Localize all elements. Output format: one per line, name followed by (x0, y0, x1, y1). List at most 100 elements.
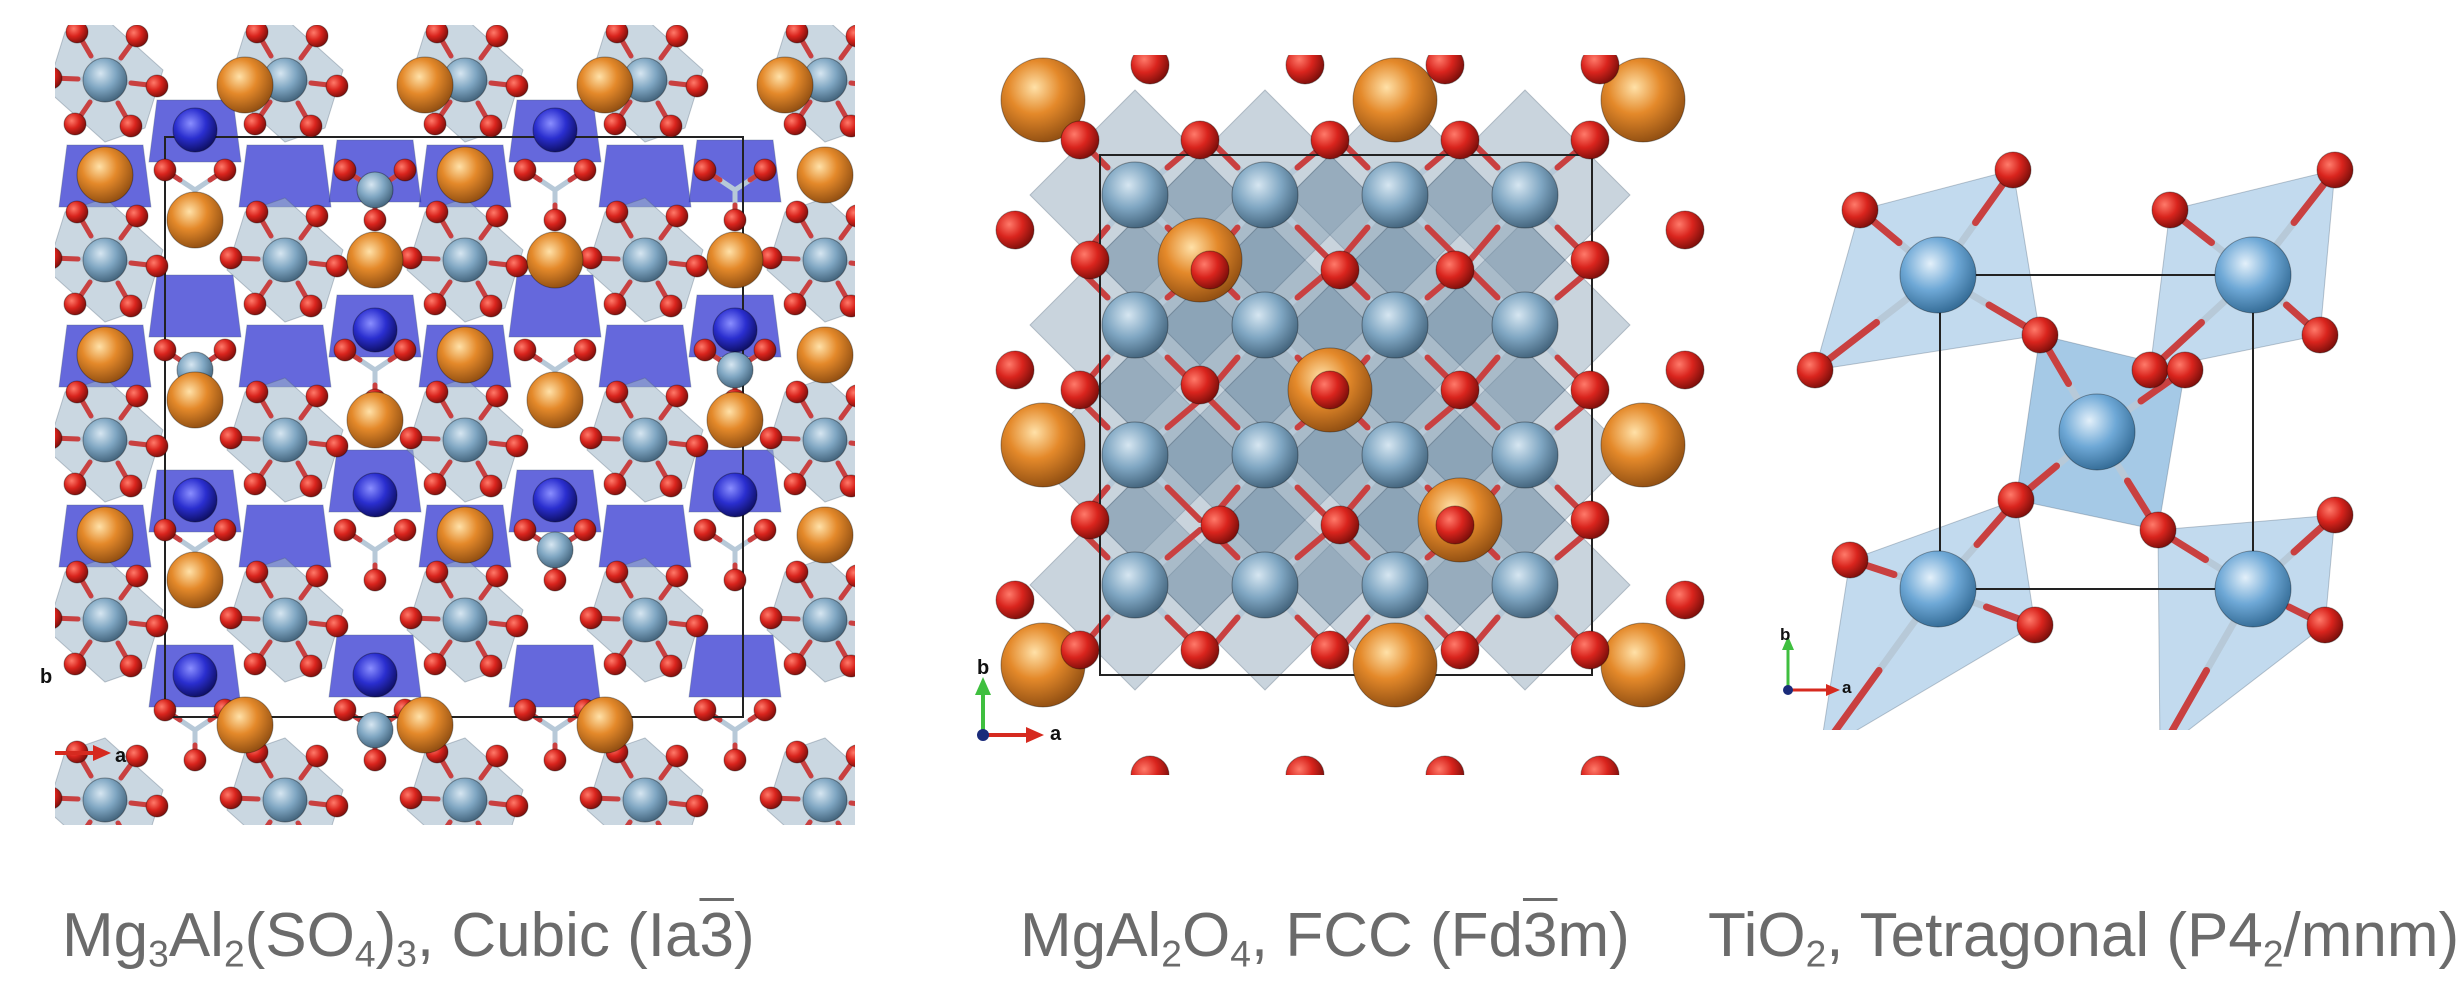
oxygen-atom (299, 474, 323, 498)
oxygen-atom (693, 338, 717, 362)
al-o-bond (1164, 527, 1203, 561)
oxygen-atom (1665, 210, 1705, 250)
oxygen-atom (1665, 580, 1705, 620)
oxygen-atom (485, 25, 509, 48)
oxygen-atom (1130, 55, 1170, 85)
oxygen-atom (723, 568, 747, 592)
oxygen-atom (1310, 370, 1350, 410)
sulfur-atom (352, 472, 398, 518)
al-o-bond (848, 620, 855, 626)
oxygen-atom (145, 614, 169, 638)
magnesium-atom (436, 506, 494, 564)
oxygen-atom (243, 652, 267, 676)
oxygen-atom (485, 204, 509, 228)
magnesium-atom (346, 231, 404, 289)
oxygen-atom (603, 652, 627, 676)
oxygen-atom (145, 254, 169, 278)
oxygen-atom (333, 698, 357, 722)
sulfur-atom (352, 307, 398, 353)
al-o-bond (1467, 224, 1501, 263)
aluminum-atom (1101, 161, 1169, 229)
al-o-bond (1294, 224, 1333, 263)
oxygen-atom (485, 384, 509, 408)
oxygen-atom (693, 518, 717, 542)
oxygen-atom (65, 380, 89, 404)
magnesium-atom (576, 56, 634, 114)
oxygen-atom (685, 74, 709, 98)
magnesium-atom (436, 326, 494, 384)
oxygen-atom (119, 114, 143, 138)
oxygen-atom (753, 338, 777, 362)
magnesium-atom (706, 231, 764, 289)
oxygen-atom (659, 114, 683, 138)
magnesium-atom (706, 391, 764, 449)
oxygen-atom (543, 748, 567, 772)
oxygen-atom (1570, 500, 1610, 540)
oxygen-atom (2131, 351, 2169, 389)
oxygen-atom (183, 748, 207, 772)
oxygen-atom (1310, 120, 1350, 160)
oxygen-atom (55, 787, 63, 809)
oxygen-atom (513, 518, 537, 542)
oxygen-atom (425, 25, 449, 44)
oxygen-atom (243, 292, 267, 316)
oxygen-atom (659, 294, 683, 318)
oxygen-atom (305, 744, 329, 768)
oxygen-atom (243, 472, 267, 496)
oxygen-atom (573, 338, 597, 362)
oxygen-atom (325, 614, 349, 638)
al-o-bond (1467, 397, 1501, 431)
oxygen-atom (783, 112, 807, 136)
aluminum-atom (622, 417, 668, 463)
magnesium-atom (166, 551, 224, 609)
sulfate-tetrahedron (688, 139, 782, 203)
oxygen-atom (423, 472, 447, 496)
oxygen-atom (513, 338, 537, 362)
oxygen-atom (759, 426, 783, 450)
oxygen-atom (723, 208, 747, 232)
oxygen-atom (1831, 541, 1869, 579)
oxygen-atom (605, 560, 629, 584)
unit-cell-outline (1939, 274, 2254, 590)
oxygen-atom (785, 560, 809, 584)
axis-label-a: a (115, 745, 127, 767)
oxygen-atom (1320, 250, 1360, 290)
oxygen-atom (363, 568, 387, 592)
aluminum-atom (356, 711, 394, 749)
oxygen-atom (393, 518, 417, 542)
oxygen-atom (55, 67, 63, 89)
oxygen-atom (1440, 630, 1480, 670)
oxygen-atom (1285, 755, 1325, 775)
oxygen-atom (305, 25, 329, 48)
oxygen-atom (333, 518, 357, 542)
oxygen-atom (1425, 755, 1465, 775)
oxygen-atom (1570, 630, 1610, 670)
aluminum-atom (1361, 291, 1429, 359)
oxygen-atom (399, 786, 423, 810)
oxygen-atom (55, 247, 63, 269)
oxygen-atom (1570, 370, 1610, 410)
magnesium-atom (526, 371, 584, 429)
magnesium-atom (796, 506, 854, 564)
oxygen-atom (245, 25, 269, 44)
oxygen-atom (1070, 500, 1110, 540)
oxygen-atom (63, 292, 87, 316)
oxygen-atom (665, 564, 689, 588)
oxygen-atom (723, 748, 747, 772)
oxygen-atom (145, 794, 169, 818)
oxygen-atom (579, 786, 603, 810)
oxygen-atom (543, 568, 567, 592)
aluminum-atom (1361, 551, 1429, 619)
oxygen-atom (2316, 496, 2354, 534)
oxygen-atom (393, 158, 417, 182)
oxygen-atom (1425, 55, 1465, 85)
aluminum-atom (1361, 421, 1429, 489)
sulfate-tetrahedron (688, 634, 782, 698)
aluminum-atom (82, 57, 128, 103)
aluminum-atom (536, 531, 574, 569)
aluminum-atom (262, 237, 308, 283)
axis-label-b: b (977, 657, 990, 679)
oxygen-atom (1440, 370, 1480, 410)
oxygen-atom (325, 434, 349, 458)
aluminum-atom (356, 171, 394, 209)
